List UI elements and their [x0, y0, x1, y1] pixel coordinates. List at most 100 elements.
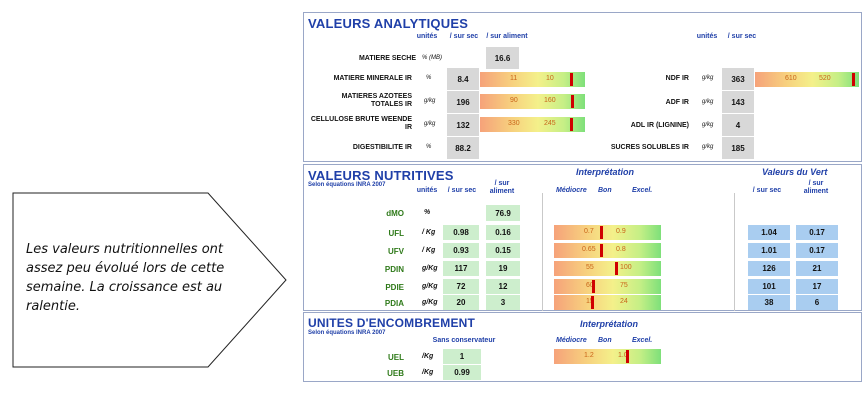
ufv-label: UFV: [388, 247, 404, 256]
pdin-threshold-1: 55: [586, 264, 594, 271]
ufv-bar: 0.65 0.8: [554, 243, 661, 258]
sans-conservateur-header: Sans conservateur: [432, 337, 496, 344]
pdie-vert-sur-aliment: 17: [796, 279, 838, 294]
matiere-minerale-threshold-1: 11: [510, 75, 518, 82]
pdin-vert-sur-sec: 126: [748, 261, 790, 276]
uel-threshold-2: 1.0: [618, 352, 628, 359]
enc-header-bon: Bon: [598, 337, 612, 344]
matiere-minerale-threshold-2: 10: [546, 75, 554, 82]
ufl-vert-sur-sec: 1.04: [748, 225, 790, 240]
cellulose-brute-unit: g/kg: [424, 121, 436, 127]
header-sur-sec-right: / sur sec: [727, 33, 757, 40]
sucres-solubles-value: 185: [722, 137, 754, 159]
pdin-sur-sec: 117: [443, 261, 479, 276]
cellulose-brute-value: 132: [447, 114, 479, 136]
uel-label: UEL: [388, 353, 404, 362]
pdin-label: PDIN: [384, 265, 404, 274]
ndf-bar: 610 520: [755, 72, 859, 87]
encombrement-panel: UNITES D'ENCOMBREMENT Selon équations IN…: [303, 312, 862, 382]
dmo-value: 76.9: [486, 205, 520, 221]
sucres-solubles-unit: g/kg: [702, 144, 714, 150]
nutritive-interpretation-title: Interprétation: [576, 167, 635, 177]
cellulose-brute-threshold-2: 245: [544, 120, 556, 127]
dmo-unit: %: [424, 209, 431, 216]
ufv-unit: / Kg: [422, 247, 436, 254]
ufv-sur-aliment: 0.15: [486, 243, 520, 258]
matiere-minerale-label: MATIERE MINERALE IR: [333, 75, 412, 82]
pdin-threshold-2: 100: [620, 264, 632, 271]
nutri-header-excel: Excel.: [632, 187, 653, 194]
pdie-threshold-2: 75: [620, 282, 628, 289]
analytic-values-panel: VALEURS ANALYTIQUES unités / sur sec / s…: [303, 12, 862, 162]
adf-label: ADF IR: [665, 99, 689, 106]
nutritive-subtitle: Selon équations INRA 2007: [308, 182, 386, 188]
digestibilite-unit: %: [426, 144, 432, 150]
ufl-threshold-1: 0.7: [584, 228, 594, 235]
encombrement-interpretation-title: Interprétation: [580, 319, 639, 329]
ufv-threshold-1: 0.65: [582, 246, 596, 253]
matieres-azotees-unit: g/kg: [424, 98, 436, 104]
pdie-label: PDIE: [385, 283, 404, 292]
encombrement-title: UNITES D'ENCOMBREMENT: [308, 316, 476, 330]
pdie-threshold-1: 60: [586, 282, 594, 289]
dmo-label: dMO: [386, 209, 404, 218]
analytic-title: VALEURS ANALYTIQUES: [308, 16, 469, 31]
matieres-azotees-threshold-2: 160: [544, 97, 556, 104]
ufv-vert-sur-sec: 1.01: [748, 243, 790, 258]
uel-value: 1: [443, 349, 481, 364]
matiere-seche-label: MATIERE SECHE: [358, 55, 416, 62]
vert-header-sur-sec: / sur sec: [752, 187, 782, 194]
uel-unit: /Kg: [422, 353, 434, 360]
ndf-unit: g/kg: [702, 75, 714, 81]
ufv-threshold-2: 0.8: [616, 246, 626, 253]
nutri-header-sur-sec: / sur sec: [447, 187, 477, 194]
callout-text: Les valeurs nutritionnelles ont assez pe…: [26, 242, 225, 314]
enc-header-mediocre: Médiocre: [556, 337, 587, 344]
pdie-vert-sur-sec: 101: [748, 279, 790, 294]
matiere-seche-unit: % (MB): [422, 55, 442, 61]
ufl-threshold-2: 0.9: [616, 228, 626, 235]
ufl-marker: [600, 226, 603, 239]
adl-label: ADL IR (LIGNINE): [630, 122, 689, 129]
uel-marker: [626, 350, 629, 363]
pdia-label: PDIA: [384, 299, 404, 308]
pdin-marker: [615, 262, 618, 275]
matiere-seche-value: 16.6: [486, 47, 519, 69]
ufv-sur-sec: 0.93: [443, 243, 479, 258]
ndf-value: 363: [722, 68, 754, 90]
nutri-separator-1: [542, 193, 543, 311]
uel-bar: 1.2 1.0: [554, 349, 661, 364]
adf-unit: g/kg: [702, 99, 714, 105]
ufl-bar: 0.7 0.9: [554, 225, 661, 240]
ufl-sur-sec: 0.98: [443, 225, 479, 240]
adl-unit: g/kg: [702, 122, 714, 128]
matieres-azotees-value: 196: [447, 91, 479, 113]
header-sur-aliment-left: / sur aliment: [486, 33, 528, 40]
vert-header-sur-aliment: / sur aliment: [803, 180, 829, 195]
cellulose-brute-threshold-1: 330: [508, 120, 520, 127]
nutri-header-unites: unités: [416, 187, 438, 194]
pdia-sur-sec: 20: [443, 295, 479, 310]
cellulose-brute-bar: 330 245: [480, 117, 585, 132]
pdin-sur-aliment: 19: [486, 261, 520, 276]
ufl-sur-aliment: 0.16: [486, 225, 520, 240]
cellulose-brute-label: CELLULOSE BRUTE WEENDE IR: [310, 116, 412, 131]
pdie-bar: 60 75: [554, 279, 661, 294]
nutri-header-bon: Bon: [598, 187, 612, 194]
enc-header-excel: Excel.: [632, 337, 653, 344]
ndf-label: NDF IR: [665, 75, 689, 82]
ndf-threshold-1: 610: [785, 75, 797, 82]
pdia-vert-sur-sec: 38: [748, 295, 790, 310]
matiere-minerale-marker: [570, 73, 573, 86]
matieres-azotees-label: MATIERES AZOTEES TOTALES IR: [341, 93, 412, 108]
header-unites-left: unités: [416, 33, 438, 40]
pdie-sur-sec: 72: [443, 279, 479, 294]
pdie-unit: g/Kg: [422, 283, 438, 290]
callout-arrow-shape: [12, 192, 287, 368]
header-unites-right: unités: [696, 33, 718, 40]
pdie-marker: [592, 280, 595, 293]
encombrement-subtitle: Selon équations INRA 2007: [308, 330, 386, 336]
ufv-marker: [600, 244, 603, 257]
pdia-unit: g/Kg: [422, 299, 438, 306]
nutri-header-mediocre: Médiocre: [556, 187, 587, 194]
